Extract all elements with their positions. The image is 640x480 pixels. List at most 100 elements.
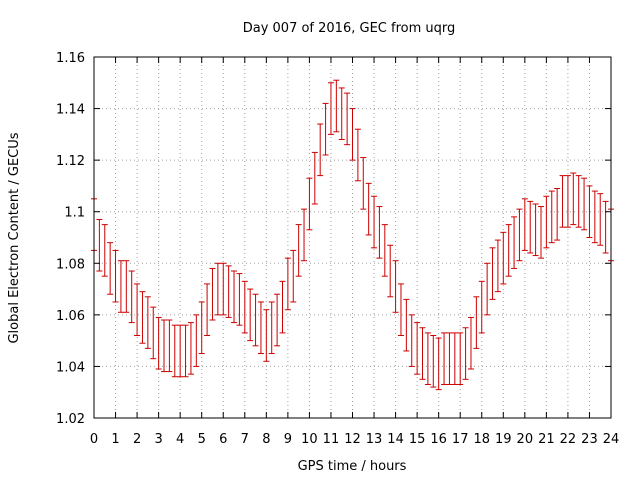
data-point xyxy=(478,280,485,334)
data-point xyxy=(473,296,480,349)
data-point xyxy=(554,188,561,241)
data-point xyxy=(252,293,259,347)
data-point xyxy=(511,216,518,269)
data-point xyxy=(500,231,507,285)
data-point xyxy=(177,324,184,378)
data-point xyxy=(597,193,604,246)
x-tick-label: 20 xyxy=(517,432,534,447)
x-tick-label: 7 xyxy=(241,432,249,447)
data-point xyxy=(284,257,291,311)
data-point xyxy=(430,334,437,388)
data-point xyxy=(161,319,168,373)
x-tick-label: 10 xyxy=(301,432,318,447)
data-point xyxy=(214,262,221,316)
data-point xyxy=(317,123,324,177)
data-point xyxy=(397,283,404,336)
y-tick-label: 1.1 xyxy=(64,206,85,221)
data-point xyxy=(101,224,108,277)
data-point xyxy=(263,309,270,362)
data-point xyxy=(112,249,119,303)
y-tick-label: 1.14 xyxy=(56,103,85,118)
data-point xyxy=(586,185,593,238)
data-point xyxy=(371,195,378,249)
data-point xyxy=(381,224,388,277)
data-point xyxy=(516,208,523,262)
y-tick-label: 1.06 xyxy=(56,309,85,324)
data-point xyxy=(306,177,313,231)
data-point xyxy=(543,195,550,249)
data-point xyxy=(128,270,135,324)
data-point xyxy=(602,200,609,254)
data-point xyxy=(548,190,555,244)
data-point xyxy=(295,224,302,277)
data-point xyxy=(559,175,566,228)
x-tick-label: 15 xyxy=(409,432,426,447)
x-tick-label: 4 xyxy=(176,432,184,447)
data-point xyxy=(435,337,442,391)
y-tick-label: 1.04 xyxy=(56,360,85,375)
x-tick-label: 24 xyxy=(603,432,620,447)
data-point xyxy=(117,260,124,313)
data-point xyxy=(338,87,345,141)
data-point xyxy=(376,206,383,259)
data-point xyxy=(274,293,281,347)
x-tick-label: 22 xyxy=(560,432,577,447)
data-point xyxy=(462,327,469,380)
x-tick-label: 11 xyxy=(323,432,340,447)
data-point xyxy=(591,190,598,244)
error-bars xyxy=(91,79,614,391)
x-tick-label: 5 xyxy=(198,432,206,447)
x-axis-label: GPS time / hours xyxy=(298,459,407,474)
data-point xyxy=(268,301,275,355)
data-point xyxy=(209,267,216,321)
data-point xyxy=(537,206,544,259)
data-point xyxy=(570,172,577,226)
data-point xyxy=(344,92,351,146)
data-point xyxy=(182,324,189,378)
data-point xyxy=(365,182,372,236)
data-point xyxy=(484,262,491,316)
data-point xyxy=(403,298,410,352)
data-point xyxy=(96,218,103,272)
x-tick-label: 6 xyxy=(219,432,227,447)
data-point xyxy=(134,283,141,336)
data-point xyxy=(166,319,173,373)
data-point xyxy=(150,306,157,360)
data-point xyxy=(408,314,415,367)
data-point xyxy=(290,249,297,303)
data-point xyxy=(527,200,534,254)
data-point xyxy=(489,247,496,300)
y-tick-label: 1.16 xyxy=(56,51,85,66)
data-point xyxy=(241,280,248,334)
x-tick-labels: 0 1 2 3 4 5 6 7 8 9 10 11 12 13 14 15 16 17 18 19 20 21 22 23 24 xyxy=(90,432,619,447)
x-tick-label: 16 xyxy=(430,432,447,447)
data-point xyxy=(494,239,501,293)
x-tick-label: 21 xyxy=(538,432,555,447)
x-tick-label: 9 xyxy=(284,432,292,447)
axis-ticks xyxy=(93,56,612,419)
data-point xyxy=(575,175,582,228)
data-point xyxy=(236,273,243,326)
data-point xyxy=(441,332,448,385)
data-point xyxy=(467,316,474,370)
data-point xyxy=(193,314,200,367)
data-point xyxy=(187,322,194,375)
data-point xyxy=(231,270,238,324)
data-point xyxy=(564,175,571,228)
data-point xyxy=(107,242,114,295)
data-point xyxy=(279,280,286,334)
data-point xyxy=(387,244,394,298)
data-point xyxy=(301,208,308,262)
data-point xyxy=(257,301,264,355)
data-point xyxy=(204,283,211,336)
data-point xyxy=(419,327,426,380)
data-point xyxy=(155,316,162,370)
x-tick-label: 2 xyxy=(133,432,141,447)
data-point xyxy=(349,108,356,161)
x-tick-label: 13 xyxy=(366,432,383,447)
data-point xyxy=(198,301,205,355)
y-tick-label: 1.02 xyxy=(56,412,85,427)
y-tick-labels: 1.02 1.04 1.06 1.08 1.1 1.12 1.14 1.16 xyxy=(56,51,85,427)
y-axis-label: Global Electron Content / GECUs xyxy=(7,132,22,343)
